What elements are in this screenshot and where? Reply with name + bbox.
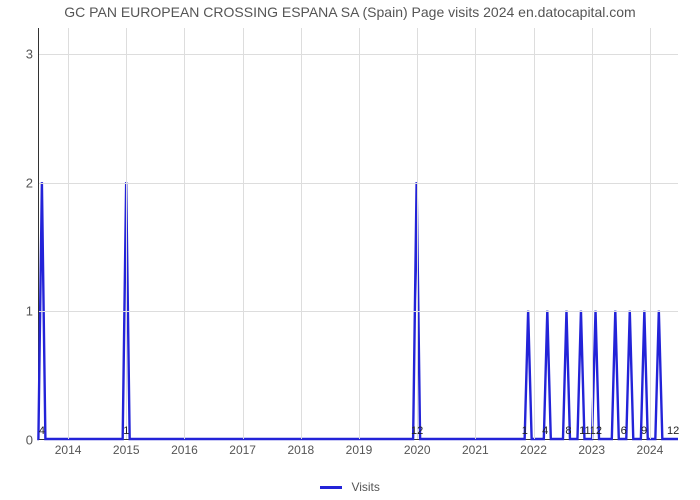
spike-count-label: 12: [667, 425, 679, 437]
spike-count-label: 6: [621, 425, 627, 437]
gridline-v: [417, 28, 418, 439]
spike-count-label: 1: [123, 425, 129, 437]
gridline-v: [243, 28, 244, 439]
gridline-v: [126, 28, 127, 439]
gridline-v: [534, 28, 535, 439]
ytick-label: 0: [26, 433, 33, 448]
gridline-v: [592, 28, 593, 439]
ytick-label: 3: [26, 46, 33, 61]
chart-title: GC PAN EUROPEAN CROSSING ESPANA SA (Spai…: [0, 4, 700, 20]
spike-count-label: 4: [542, 425, 548, 437]
legend-swatch: [320, 486, 342, 489]
xtick-label: 2018: [287, 443, 314, 457]
xtick-label: 2019: [346, 443, 373, 457]
ytick-label: 1: [26, 304, 33, 319]
spike-count-label: 1112: [579, 425, 602, 437]
xtick-label: 2022: [520, 443, 547, 457]
spike-count-label: 8: [565, 425, 571, 437]
xtick-label: 2016: [171, 443, 198, 457]
legend: Visits: [0, 480, 700, 494]
spike-count-label: 4: [39, 425, 45, 437]
spike-count-label: 1: [522, 425, 528, 437]
gridline-v: [359, 28, 360, 439]
plot-area: 0123201420152016201720182019202020212022…: [38, 28, 678, 440]
xtick-label: 2015: [113, 443, 140, 457]
gridline-v: [184, 28, 185, 439]
legend-label: Visits: [351, 480, 379, 494]
gridline-v: [68, 28, 69, 439]
spike-count-label: 12: [411, 425, 423, 437]
visits-chart: GC PAN EUROPEAN CROSSING ESPANA SA (Spai…: [0, 0, 700, 500]
spike-count-label: 9: [641, 425, 647, 437]
xtick-label: 2020: [404, 443, 431, 457]
xtick-label: 2023: [578, 443, 605, 457]
ytick-label: 2: [26, 175, 33, 190]
xtick-label: 2017: [229, 443, 256, 457]
xtick-label: 2014: [55, 443, 82, 457]
gridline-v: [301, 28, 302, 439]
gridline-v: [650, 28, 651, 439]
xtick-label: 2024: [637, 443, 664, 457]
xtick-label: 2021: [462, 443, 489, 457]
gridline-v: [475, 28, 476, 439]
